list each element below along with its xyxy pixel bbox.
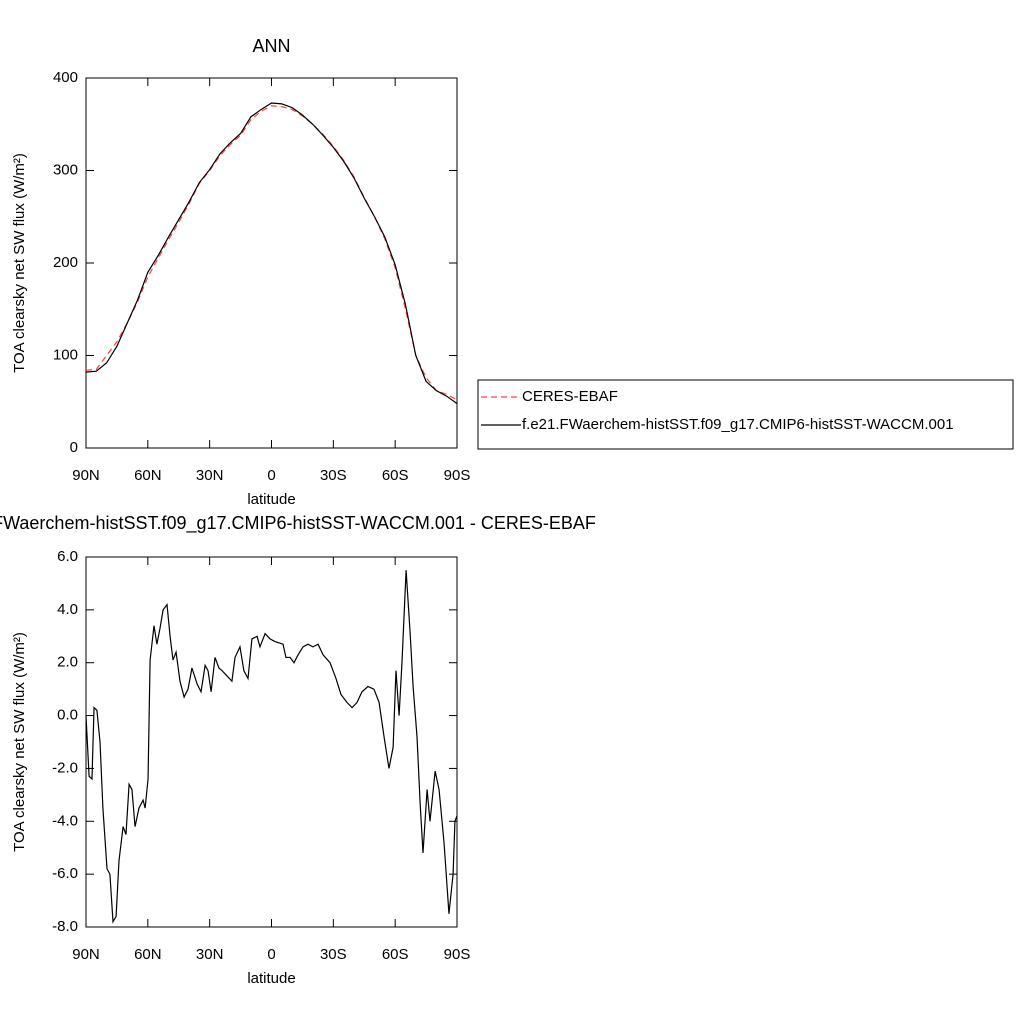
x-tick-label: 60N (134, 467, 162, 484)
y-tick-label: 4.0 (57, 601, 78, 618)
x-tick-label: 30S (320, 946, 347, 963)
x-tick-label: 90S (444, 467, 471, 484)
y-axis-label: TOA clearsky net SW flux (W/m²) (11, 632, 28, 852)
legend-label: f.e21.FWaerchem-histSST.f09_g17.CMIP6-hi… (522, 416, 954, 433)
x-tick-label: 0 (267, 467, 275, 484)
y-tick-label: 6.0 (57, 548, 78, 565)
y-tick-label: -6.0 (52, 865, 78, 882)
x-tick-label: 60N (134, 946, 162, 963)
y-tick-label: 200 (53, 254, 78, 271)
y-tick-label: 0.0 (57, 707, 78, 724)
y-tick-label: 0 (70, 439, 78, 456)
x-tick-label: 90S (444, 946, 471, 963)
y-tick-label: -4.0 (52, 812, 78, 829)
data-line (85, 102, 458, 405)
chart-title: f.e21.FWaerchem-histSST.f09_g17.CMIP6-hi… (0, 513, 596, 534)
y-tick-label: 300 (53, 161, 78, 178)
x-tick-label: 90N (72, 467, 100, 484)
x-tick-label: 90N (72, 946, 100, 963)
x-tick-label: 30N (196, 467, 224, 484)
x-axis-label: latitude (247, 970, 295, 987)
data-line (85, 105, 458, 401)
x-tick-label: 30N (196, 946, 224, 963)
y-tick-label: 2.0 (57, 654, 78, 671)
y-tick-label: 400 (53, 69, 78, 86)
x-tick-label: 60S (382, 467, 409, 484)
data-line (85, 570, 458, 924)
chart-title: ANN (252, 36, 290, 56)
y-tick-label: -8.0 (52, 918, 78, 935)
y-axis-label: TOA clearsky net SW flux (W/m²) (11, 153, 28, 373)
y-tick-label: 100 (53, 346, 78, 363)
y-tick-label: -2.0 (52, 759, 78, 776)
x-tick-label: 30S (320, 467, 347, 484)
x-tick-label: 60S (382, 946, 409, 963)
plot-frame (85, 556, 458, 928)
x-tick-label: 0 (267, 946, 275, 963)
x-axis-label: latitude (247, 491, 295, 508)
plot-frame (85, 77, 458, 449)
legend-label: CERES-EBAF (522, 388, 618, 405)
legend-box (477, 379, 1014, 450)
